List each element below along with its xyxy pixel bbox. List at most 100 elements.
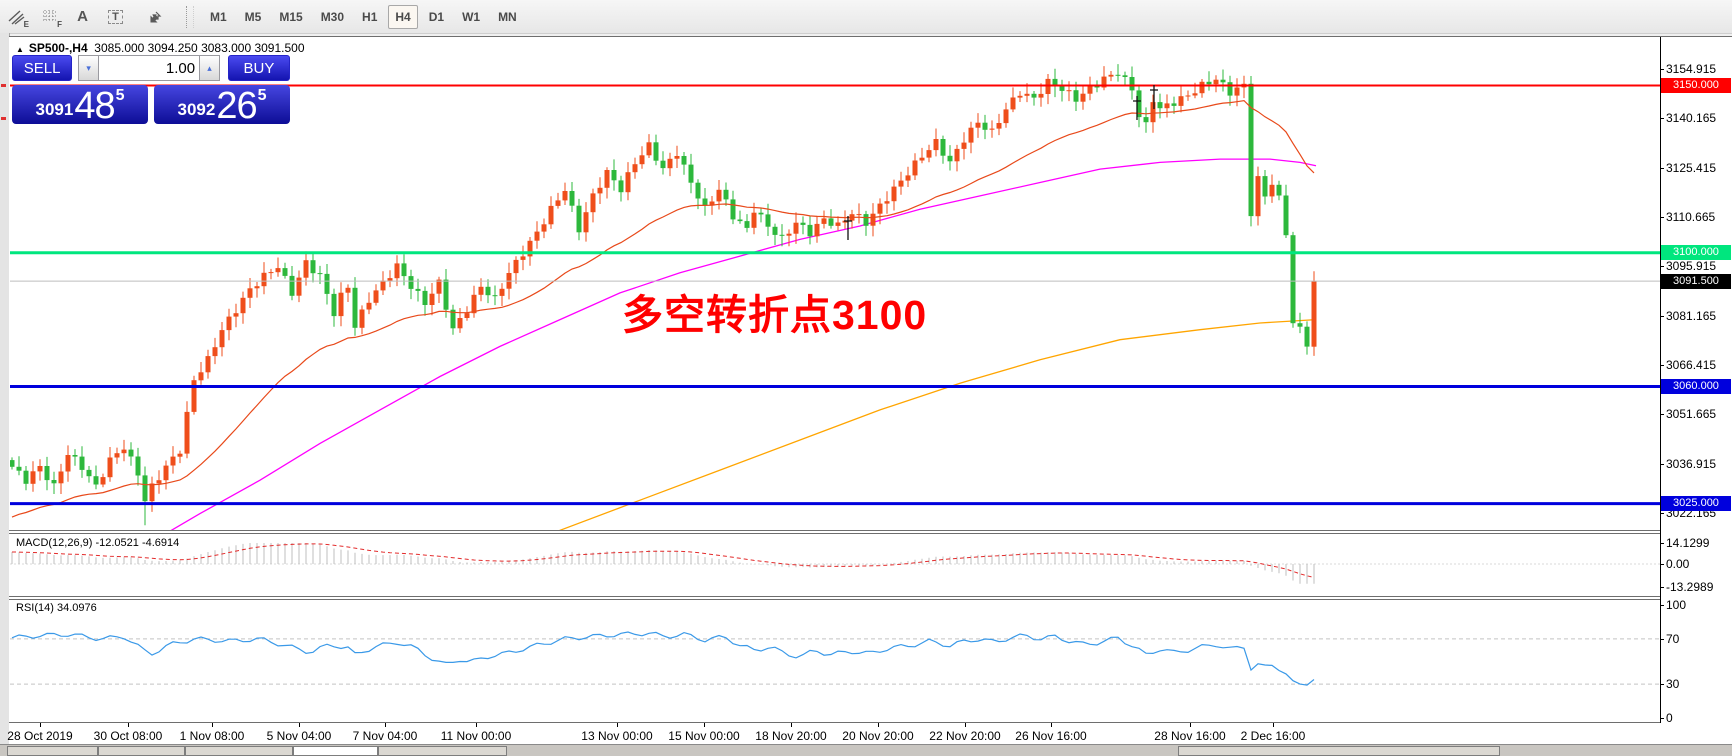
date-axis-label: 11 Nov 00:00 [440,729,512,743]
price-axis-tick [1660,365,1664,366]
date-axis-tick [128,723,129,727]
chart-tab-bar [0,744,1732,756]
timeframe-button-H4[interactable]: H4 [388,4,418,29]
price-axis-tick [1660,168,1664,169]
date-axis-tick [1051,723,1052,727]
one-click-trading-widget: SELL ▾ ▴ BUY 3091 48 5 3092 26 5 [12,55,290,127]
sell-price-pip: 5 [115,87,125,104]
text-tool-button[interactable]: A [68,4,97,30]
chart-window [9,36,1732,745]
price-axis-label: 3036.915 [1666,457,1717,471]
timeframe-button-row: M1 M5 M15 M30 H1 H4 D1 W1 MN [201,4,526,29]
chart-symbol-label: SP500-,H4 [28,41,88,55]
panel-divider[interactable] [9,596,1660,597]
buy-price-prefix: 3092 [177,100,216,119]
hline-price-badge: 3025.000 [1661,496,1731,511]
buy-quote-panel[interactable]: 3092 26 5 [154,85,290,125]
chart-collapse-icon[interactable]: ▲ [16,45,24,54]
price-axis-label: 3125.415 [1666,161,1717,175]
date-axis-label: 26 Nov 16:00 [1015,729,1087,743]
fibo-tool-sub-label: F [57,19,62,29]
volume-decrease-button[interactable]: ▾ [78,55,100,81]
volume-increase-button[interactable]: ▴ [199,55,220,81]
fibonacci-grid-tool-button[interactable]: F [35,4,64,30]
price-axis-border [1660,37,1661,723]
date-axis-tick [476,723,477,727]
rsi-axis-tick [1660,718,1664,719]
price-axis-tick [1660,266,1664,267]
date-axis-label: 30 Oct 08:00 [93,729,163,743]
rsi-axis-label: 100 [1666,598,1687,612]
timeframe-button-H1[interactable]: H1 [362,9,378,24]
date-axis-label: 7 Nov 04:00 [352,729,418,743]
macd-axis-label: 14.1299 [1666,536,1710,550]
rsi-axis-tick [1660,605,1664,606]
buy-price-pip: 5 [257,87,267,104]
caret-up-icon: ▴ [207,62,212,73]
price-axis-tick [1660,513,1664,514]
rsi-indicator-label: RSI(14) 34.0976 [16,602,97,614]
edge-marker [1,84,6,87]
macd-axis-label: -13.2989 [1666,580,1714,594]
current-price-badge: 3091.500 [1661,274,1731,289]
panel-divider [9,533,1660,534]
sell-price-big: 48 [74,85,115,127]
date-axis-tick [704,723,705,727]
rsi-panel-canvas[interactable] [10,599,1660,723]
rsi-axis-label: 70 [1666,632,1680,646]
arrows-icon [150,11,162,23]
sell-quote-panel[interactable]: 3091 48 5 [12,85,148,127]
macd-panel-canvas[interactable] [10,533,1660,596]
date-axis-tick [965,723,966,727]
date-axis-tick [617,723,618,727]
timeframe-button-M30[interactable]: M30 [320,9,345,24]
date-axis[interactable] [9,723,1732,744]
price-axis-label: 3095.915 [1666,259,1717,273]
rsi-axis-label: 0 [1666,711,1673,725]
hline-price-badge: 3060.000 [1661,379,1731,394]
chart-annotation-text[interactable]: 多空转折点3100 [622,292,928,338]
price-axis-tick [1660,118,1664,119]
date-axis-label: 2 Dec 16:00 [1240,729,1306,743]
rsi-axis-tick [1660,684,1664,685]
price-axis-label: 3081.165 [1666,309,1717,323]
timeframe-button-D1[interactable]: D1 [428,9,445,24]
price-axis-label: 3066.415 [1666,358,1717,372]
channel-tool-sub-label: E [23,19,29,29]
macd-axis-label: 0.00 [1666,557,1690,571]
panel-divider[interactable] [9,530,1660,531]
date-axis-tick [212,723,213,727]
rsi-axis-label: 30 [1666,677,1680,691]
date-axis-label: 5 Nov 04:00 [266,729,332,743]
date-axis-tick [299,723,300,727]
price-axis-tick [1660,69,1664,70]
panel-divider [9,599,1660,600]
timeframe-button-W1[interactable]: W1 [462,9,481,24]
price-axis-label: 3140.165 [1666,111,1717,125]
price-axis-label: 3154.915 [1666,62,1717,76]
buy-button[interactable]: BUY [227,55,290,81]
price-axis-label: 3110.665 [1666,210,1716,224]
price-axis-label: 3051.665 [1666,407,1717,421]
equidistant-channel-tool-button[interactable]: E [2,4,31,30]
date-axis-tick [791,723,792,727]
rsi-axis-tick [1660,639,1664,640]
date-axis-label: 28 Oct 2019 [7,729,73,743]
timeframe-button-M5[interactable]: M5 [244,9,262,24]
arrows-tool-button[interactable]: ▾ [134,4,174,30]
price-axis-tick [1660,316,1664,317]
text-label-tool-button[interactable]: T [101,4,130,30]
date-axis-tick [1190,723,1191,727]
timeframe-button-MN[interactable]: MN [498,9,517,24]
date-axis-tick [878,723,879,727]
toolbar: E F A T ▾ M1 M5 M15 M30 H1 H4 D1 W1 MN [0,0,1732,34]
volume-input[interactable] [99,55,200,81]
macd-axis-tick [1660,587,1664,588]
toolbar-separator [186,5,194,28]
date-axis-label: 22 Nov 20:00 [929,729,1001,743]
timeframe-button-M1[interactable]: M1 [210,9,227,24]
timeframe-button-M15[interactable]: M15 [279,9,303,24]
date-axis-label: 18 Nov 20:00 [755,729,827,743]
sell-button[interactable]: SELL [12,55,73,81]
date-axis-label: 20 Nov 20:00 [842,729,914,743]
